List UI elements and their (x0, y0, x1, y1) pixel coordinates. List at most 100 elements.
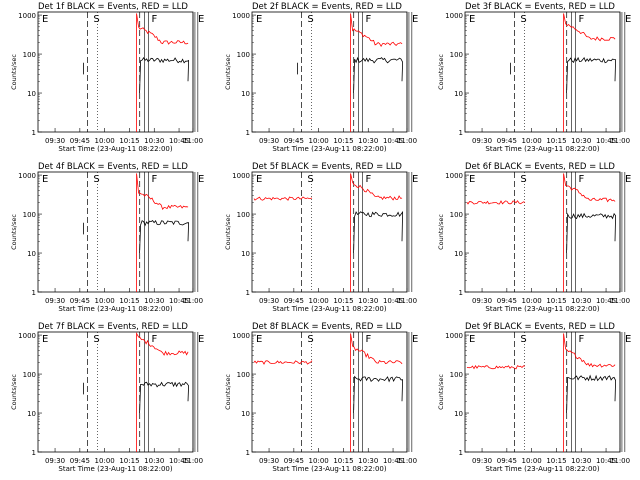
panel-3-xtick-label: 09:45 (497, 137, 517, 145)
panel-6-ytick-label: 1 (459, 289, 463, 297)
panel-9-xtick-label: 11:00 (610, 457, 630, 465)
panel-6-lld-series (563, 173, 616, 292)
panel-9-xtick-label: 10:30 (571, 457, 591, 465)
panel-8-title: Det 8f BLACK = Events, RED = LLD (252, 322, 402, 332)
panel-4-xtick-label: 09:45 (70, 297, 90, 305)
panel-4-lld-series (136, 173, 189, 292)
panel-2-xtick-label: 11:00 (397, 137, 417, 145)
panel-3-xtick-label: 10:45 (596, 137, 616, 145)
panel-9-lld-pre-series (466, 365, 526, 370)
panel-5-ytick-label: 10 (241, 250, 250, 258)
panel-9-lld-series (563, 333, 616, 452)
panel-4-xtick-label: 10:15 (119, 297, 139, 305)
panel-6-ytick-label: 100 (450, 211, 463, 219)
panel-2-xtick-label: 09:30 (259, 137, 279, 145)
panel-3-xtick-label: 10:15 (546, 137, 566, 145)
panel-2-xtick-label: 09:45 (284, 137, 304, 145)
panel-5-ylabel: Counts/sec (224, 214, 232, 250)
panel-9-ytick-label: 10 (454, 410, 463, 418)
panel-9-ytick-label: 1000 (445, 332, 463, 340)
panel-6-marker: E (469, 174, 475, 185)
panel-4-title: Det 4f BLACK = Events, RED = LLD (38, 162, 188, 172)
panel-4-xlabel: Start Time (23-Aug-11 08:22:00) (58, 305, 172, 313)
panel-7-marker: E (42, 334, 48, 345)
panel-3-events-series (566, 56, 617, 94)
panel-4-ytick-label: 100 (23, 211, 36, 219)
panel-3-xtick-label: 11:00 (610, 137, 630, 145)
panel-5-events-series (353, 210, 404, 254)
panel-3-ytick-label: 1000 (445, 12, 463, 20)
panel-1-ytick-label: 10 (27, 90, 36, 98)
panel-2-events-series (353, 56, 404, 94)
panel-4-marker: E (42, 174, 48, 185)
panel-8-marker: S (307, 334, 313, 345)
panel-7-xtick-label: 10:00 (95, 457, 115, 465)
panel-6-marker: F (578, 174, 584, 185)
panel-6-ytick-label: 10 (454, 250, 463, 258)
panel-8-ylabel: Counts/sec (224, 374, 232, 410)
panel-9-xtick-label: 09:30 (472, 457, 492, 465)
panel-3-xtick-label: 10:30 (571, 137, 591, 145)
panel-1-marker: F (151, 14, 157, 25)
panel-9-ylabel: Counts/sec (437, 374, 445, 410)
panel-6-lld-pre-series (466, 200, 526, 205)
panel-4-ylabel: Counts/sec (10, 214, 18, 250)
panel-7-title: Det 7f BLACK = Events, RED = LLD (38, 322, 188, 332)
panel-1-xtick-label: 09:45 (70, 137, 90, 145)
panel-1-events-series (139, 57, 190, 94)
panel-1-xtick-label: 10:30 (144, 137, 164, 145)
panel-1-marker: S (93, 14, 99, 25)
panel-3-title: Det 3f BLACK = Events, RED = LLD (465, 2, 615, 12)
panel-1-ylabel: Counts/sec (10, 54, 18, 90)
panel-2-xlabel: Start Time (23-Aug-11 08:22:00) (272, 145, 386, 153)
panel-1-marker: E (42, 14, 48, 25)
panel-6-marker: S (520, 174, 526, 185)
panel-1-ytick-label: 1000 (18, 12, 36, 20)
panel-7-xtick-label: 11:00 (183, 457, 203, 465)
panel-1-xtick-label: 09:30 (45, 137, 65, 145)
panel-1: Det 1f BLACK = Events, RED = LLD 1 10 100 10… (10, 2, 204, 153)
panel-5-marker: E (256, 174, 262, 185)
panel-3-ytick-label: 100 (450, 51, 463, 59)
panel-7-marker: S (93, 334, 99, 345)
panel-2: Det 2f BLACK = Events, RED = LLD 1 10 100 10… (224, 2, 418, 153)
panel-3-marker: E (469, 14, 475, 25)
panel-1-xtick-label: 10:15 (119, 137, 139, 145)
panel-8: Det 8f BLACK = Events, RED = LLD 1 10 100 10… (224, 322, 418, 473)
panel-7-marker: E (198, 334, 204, 345)
panel-5-xtick-label: 10:00 (309, 297, 329, 305)
panel-8-lld-series (350, 333, 403, 452)
panel-5-frame (251, 171, 408, 293)
panel-5-marker: E (412, 174, 418, 185)
panel-8-xlabel: Start Time (23-Aug-11 08:22:00) (272, 465, 386, 473)
panel-5-ytick-label: 1000 (232, 172, 250, 180)
panel-7-xtick-label: 09:30 (45, 457, 65, 465)
panel-6-xlabel: Start Time (23-Aug-11 08:22:00) (485, 305, 599, 313)
panel-1-title: Det 1f BLACK = Events, RED = LLD (38, 2, 188, 12)
panel-5-xtick-label: 10:30 (358, 297, 378, 305)
panel-6-frame (464, 171, 621, 293)
panel-7-marker: F (151, 334, 157, 345)
panel-6-xtick-label: 10:30 (571, 297, 591, 305)
panel-5-title: Det 5f BLACK = Events, RED = LLD (252, 162, 402, 172)
panel-4-xtick-label: 10:30 (144, 297, 164, 305)
panel-9-xtick-label: 10:00 (522, 457, 542, 465)
panel-5-xlabel: Start Time (23-Aug-11 08:22:00) (272, 305, 386, 313)
panel-7-ytick-label: 100 (23, 371, 36, 379)
panel-5: Det 5f BLACK = Events, RED = LLD 1 10 100 10… (224, 162, 418, 313)
panel-1-marker: E (198, 14, 204, 25)
panel-5-xtick-label: 10:45 (383, 297, 403, 305)
panel-9-ytick-label: 1 (459, 449, 463, 457)
panel-2-ytick-label: 10 (241, 90, 250, 98)
panel-2-ytick-label: 100 (237, 51, 250, 59)
panel-3-ylabel: Counts/sec (437, 54, 445, 90)
panel-9-xtick-label: 10:45 (596, 457, 616, 465)
panel-5-xtick-label: 09:30 (259, 297, 279, 305)
panel-9-events-series (566, 374, 617, 414)
panel-6-xtick-label: 09:45 (497, 297, 517, 305)
panel-3-ytick-label: 1 (459, 129, 463, 137)
panel-8-xtick-label: 10:45 (383, 457, 403, 465)
panel-4-frame (37, 171, 194, 293)
panel-2-xtick-label: 10:30 (358, 137, 378, 145)
panel-4-xtick-label: 11:00 (183, 297, 203, 305)
